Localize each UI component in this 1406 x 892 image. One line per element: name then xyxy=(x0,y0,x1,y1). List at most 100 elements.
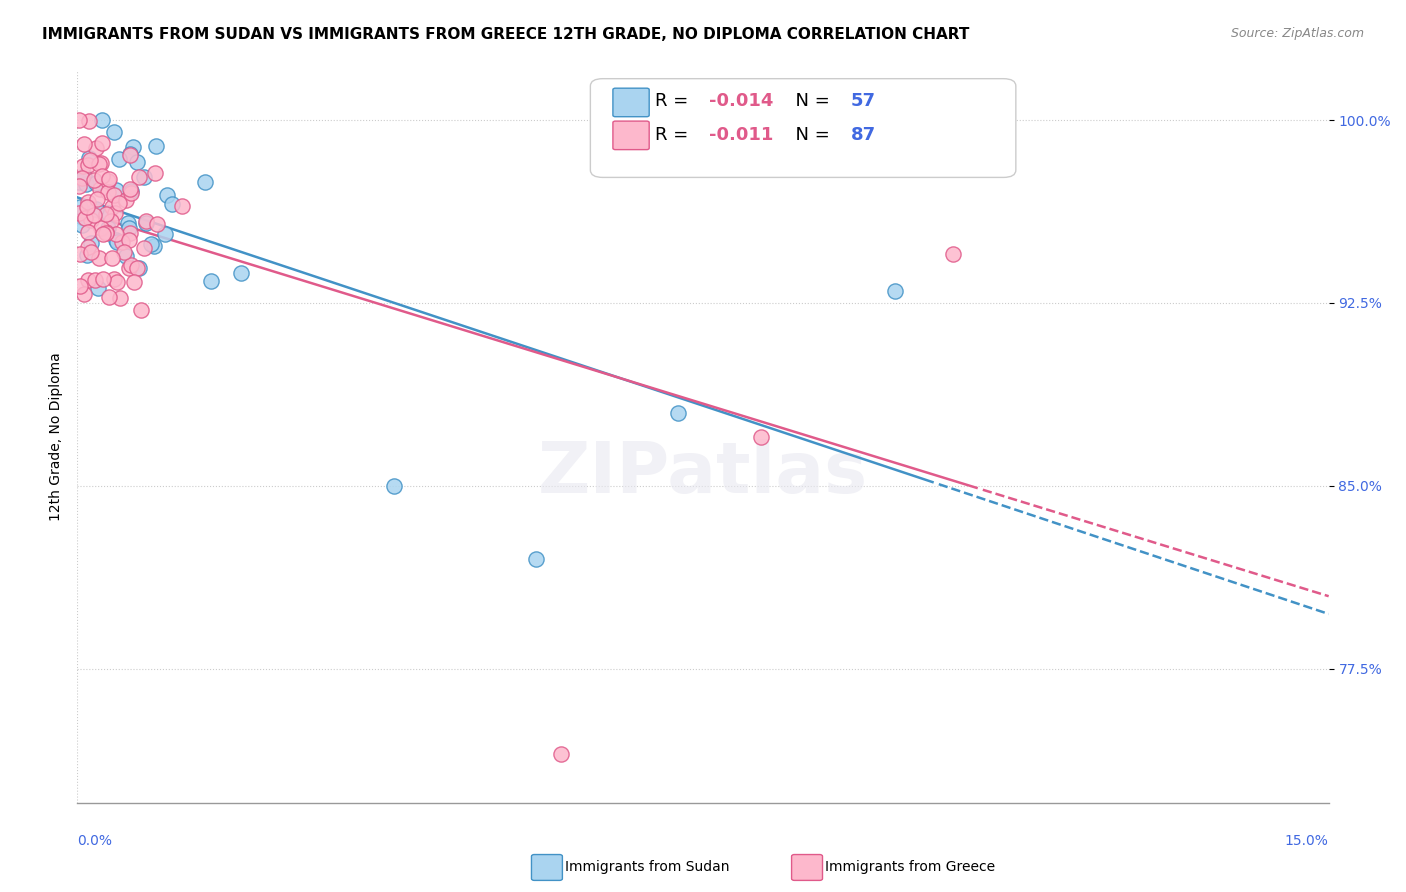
Immigrants from Greece xyxy=(76,158,98,172)
Immigrants from Greece xyxy=(79,114,101,128)
Immigrants from Sudan xyxy=(91,113,114,128)
Text: -0.011: -0.011 xyxy=(709,126,773,144)
Immigrants from Greece xyxy=(89,181,111,195)
Immigrants from Greece xyxy=(83,209,105,223)
Text: 15.0%: 15.0% xyxy=(1285,834,1329,848)
Immigrants from Sudan xyxy=(382,479,405,493)
Immigrants from Sudan xyxy=(883,284,905,298)
Immigrants from Greece xyxy=(124,276,146,290)
Text: 87: 87 xyxy=(851,126,876,144)
Immigrants from Sudan xyxy=(86,202,108,216)
Immigrants from Greece xyxy=(84,273,107,287)
Immigrants from Greece xyxy=(143,166,166,180)
FancyBboxPatch shape xyxy=(613,121,650,150)
Immigrants from Greece xyxy=(77,273,100,287)
Immigrants from Sudan xyxy=(128,260,150,275)
Text: 57: 57 xyxy=(851,92,876,110)
Immigrants from Greece xyxy=(67,113,90,128)
Immigrants from Greece xyxy=(103,188,125,202)
Immigrants from Greece xyxy=(112,244,135,259)
Text: N =: N = xyxy=(785,92,835,110)
Immigrants from Sudan xyxy=(67,175,90,189)
Immigrants from Greece xyxy=(103,272,125,286)
Text: IMMIGRANTS FROM SUDAN VS IMMIGRANTS FROM GREECE 12TH GRADE, NO DIPLOMA CORRELATI: IMMIGRANTS FROM SUDAN VS IMMIGRANTS FROM… xyxy=(42,27,970,42)
Immigrants from Sudan xyxy=(120,184,142,198)
Immigrants from Greece xyxy=(135,214,157,228)
Immigrants from Sudan xyxy=(104,183,127,197)
Immigrants from Sudan xyxy=(77,151,100,165)
Immigrants from Greece xyxy=(72,159,94,173)
Immigrants from Greece xyxy=(146,217,169,231)
Immigrants from Sudan xyxy=(145,138,167,153)
Immigrants from Greece xyxy=(91,272,114,286)
Text: R =: R = xyxy=(655,92,695,110)
Immigrants from Sudan xyxy=(69,201,91,215)
Immigrants from Sudan xyxy=(135,216,157,230)
Immigrants from Greece xyxy=(94,207,117,221)
Immigrants from Sudan xyxy=(229,266,252,280)
Immigrants from Greece xyxy=(76,200,98,214)
Immigrants from Sudan xyxy=(194,175,217,189)
Immigrants from Sudan xyxy=(666,406,689,420)
Immigrants from Greece xyxy=(120,186,142,201)
Immigrants from Greece xyxy=(84,141,107,155)
Immigrants from Greece xyxy=(118,233,141,247)
Immigrants from Greece xyxy=(101,200,124,214)
Immigrants from Greece xyxy=(120,182,142,196)
Immigrants from Greece xyxy=(118,261,141,276)
Immigrants from Greece xyxy=(87,157,110,171)
Immigrants from Greece xyxy=(70,171,93,186)
Immigrants from Greece xyxy=(69,247,91,261)
Immigrants from Sudan xyxy=(118,147,141,161)
Immigrants from Greece xyxy=(118,226,141,240)
Immigrants from Sudan xyxy=(80,236,103,251)
Immigrants from Greece xyxy=(80,212,103,227)
Immigrants from Greece xyxy=(115,193,138,207)
Y-axis label: 12th Grade, No Diploma: 12th Grade, No Diploma xyxy=(49,352,63,522)
Immigrants from Greece xyxy=(91,169,114,183)
Immigrants from Greece xyxy=(91,227,114,242)
Immigrants from Sudan xyxy=(105,235,128,249)
Immigrants from Greece xyxy=(90,136,112,150)
Immigrants from Greece xyxy=(111,235,134,250)
Immigrants from Greece xyxy=(83,173,105,187)
Immigrants from Sudan xyxy=(97,206,120,220)
Immigrants from Sudan xyxy=(134,170,156,185)
Immigrants from Greece xyxy=(69,279,91,293)
Immigrants from Sudan xyxy=(108,152,131,166)
Immigrants from Greece xyxy=(97,186,120,200)
Immigrants from Greece xyxy=(87,251,110,265)
Immigrants from Greece xyxy=(128,170,150,185)
Immigrants from Greece xyxy=(98,290,121,304)
Immigrants from Greece xyxy=(751,430,773,444)
Immigrants from Greece xyxy=(131,302,153,317)
Immigrants from Sudan xyxy=(117,216,139,230)
Immigrants from Greece xyxy=(77,225,100,239)
Immigrants from Greece xyxy=(80,244,103,259)
Immigrants from Sudan xyxy=(160,196,183,211)
Immigrants from Sudan xyxy=(115,249,138,263)
Immigrants from Greece xyxy=(110,291,132,305)
Immigrants from Greece xyxy=(101,251,124,265)
Immigrants from Greece xyxy=(104,227,127,241)
Immigrants from Sudan xyxy=(139,237,162,252)
Immigrants from Sudan xyxy=(118,221,141,235)
Immigrants from Greece xyxy=(90,220,112,235)
Immigrants from Greece xyxy=(107,196,129,211)
Immigrants from Greece xyxy=(105,275,128,289)
Immigrants from Greece xyxy=(118,148,141,162)
Immigrants from Sudan xyxy=(75,178,97,192)
Text: N =: N = xyxy=(785,126,835,144)
Immigrants from Greece xyxy=(79,153,101,168)
Immigrants from Greece xyxy=(90,155,112,169)
Immigrants from Sudan xyxy=(72,218,94,232)
Immigrants from Sudan xyxy=(67,208,90,222)
Immigrants from Greece xyxy=(100,214,122,228)
Text: Immigrants from Greece: Immigrants from Greece xyxy=(825,860,995,874)
Immigrants from Sudan xyxy=(524,552,547,566)
Immigrants from Greece xyxy=(172,199,194,213)
Text: Immigrants from Sudan: Immigrants from Sudan xyxy=(565,860,730,874)
Immigrants from Greece xyxy=(67,178,90,193)
Immigrants from Sudan xyxy=(200,274,222,288)
Text: -0.014: -0.014 xyxy=(709,92,773,110)
